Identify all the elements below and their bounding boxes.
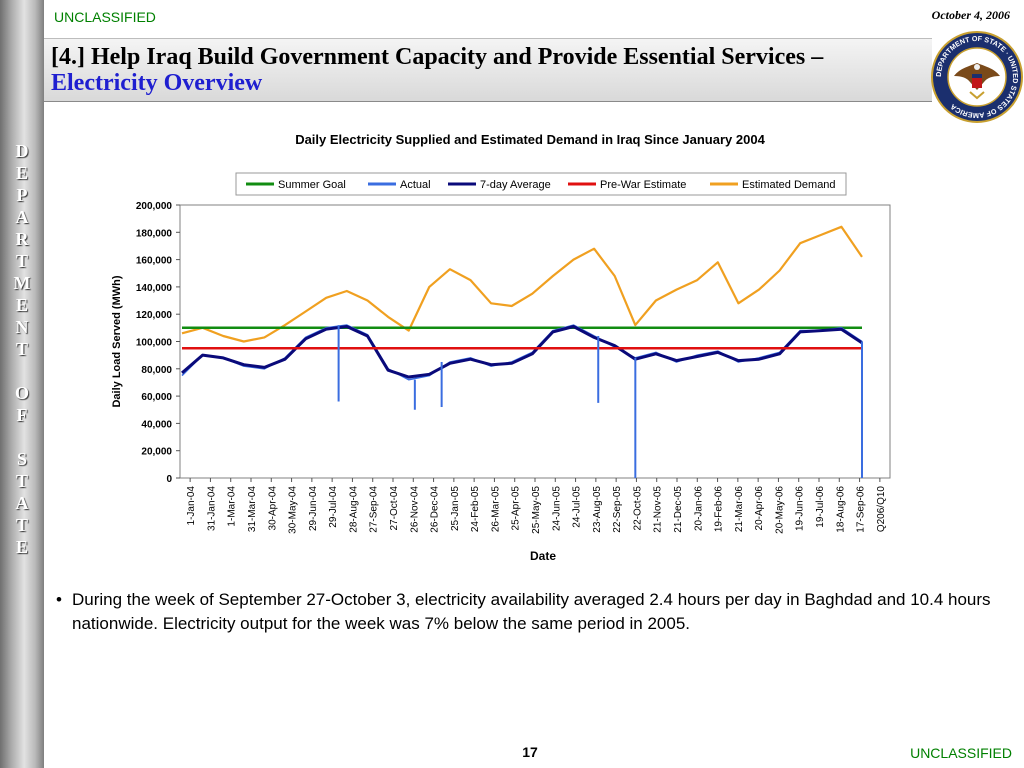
- classification-bottom: UNCLASSIFIED: [910, 745, 1012, 761]
- plot-area: [179, 204, 891, 479]
- y-tick-label: 20,000: [141, 447, 172, 458]
- y-tick-label: 60,000: [141, 392, 172, 403]
- y-tick-label: 100,000: [136, 338, 173, 349]
- state-department-seal-logo: DEPARTMENT OF STATE · UNITED STATES OF A…: [931, 31, 1023, 123]
- legend-label: Estimated Demand: [742, 179, 836, 191]
- x-tick-label: 31-Jan-04: [206, 486, 217, 531]
- x-tick-label: 1-Jan-04: [186, 486, 197, 526]
- sidebar-letter: E: [15, 537, 28, 557]
- slide-title: [4.] Help Iraq Build Government Capacity…: [51, 44, 911, 96]
- y-axis-label: Daily Load Served (MWh): [111, 275, 123, 407]
- sidebar-letter: T: [15, 251, 28, 271]
- x-tick-label: 21-Nov-05: [653, 486, 664, 533]
- x-axis-label: Date: [530, 549, 556, 563]
- x-tick-label: 29-Jul-04: [328, 486, 339, 528]
- x-tick-label: 29-Jun-04: [308, 486, 319, 531]
- sidebar-letter: E: [15, 295, 28, 315]
- x-tick-label: 28-Aug-04: [348, 486, 359, 533]
- legend-label: Actual: [400, 179, 431, 191]
- x-tick-label: 20-May-06: [774, 486, 785, 534]
- x-tick-label: 24-Jul-05: [572, 486, 583, 528]
- sidebar-letter: O: [14, 383, 29, 403]
- sidebar-letter: N: [15, 317, 29, 337]
- x-tick-label: 19-Feb-06: [714, 486, 725, 533]
- x-tick-label: 21-Mar-06: [734, 486, 745, 533]
- sidebar-letter: [0, 360, 44, 382]
- y-tick-label: 200,000: [136, 201, 173, 212]
- x-tick-label: 27-Sep-04: [369, 486, 380, 533]
- classification-top: UNCLASSIFIED: [54, 9, 156, 25]
- sidebar-letter: A: [15, 207, 29, 227]
- x-tick-label: 23-Aug-05: [592, 486, 603, 533]
- x-tick-label: 26-Mar-05: [490, 486, 501, 533]
- sidebar-letter: E: [15, 163, 28, 183]
- bullet-dot: •: [56, 590, 62, 609]
- y-tick-label: 40,000: [141, 419, 172, 430]
- x-tick-label: Q206/Q10: [876, 486, 887, 533]
- title-main: [4.] Help Iraq Build Government Capacity…: [51, 44, 824, 70]
- page-number: 17: [522, 744, 538, 760]
- x-tick-label: 25-Jan-05: [450, 486, 461, 531]
- sidebar-letter: A: [15, 493, 29, 513]
- legend-label: 7-day Average: [480, 179, 551, 191]
- electricity-line-chart: Summer Goal Actual 7-day Average Pre-War Es…: [111, 172, 891, 563]
- sidebar-letter: S: [16, 449, 27, 469]
- x-tick-label: 26-Nov-04: [409, 486, 420, 533]
- x-tick-label: 30-May-04: [288, 486, 299, 534]
- sidebar-letter: [0, 426, 44, 448]
- slide-date: October 4, 2006: [931, 8, 1010, 22]
- x-tick-label: 25-May-05: [531, 486, 542, 534]
- bullet-point: • During the week of September 27-Octobe…: [56, 588, 1016, 636]
- title-band: [44, 38, 932, 102]
- x-tick-label: 17-Sep-06: [856, 486, 867, 533]
- legend-box: [235, 172, 847, 196]
- sidebar-letter: P: [16, 185, 28, 205]
- x-tick-label: 18-Aug-06: [835, 486, 846, 533]
- sidebar-letter: T: [15, 339, 28, 359]
- sidebar-letter: T: [15, 515, 28, 535]
- sidebar-letter: M: [13, 273, 31, 293]
- x-tick-label: 22-Oct-05: [632, 486, 643, 531]
- x-tick-label: 31-Mar-04: [247, 486, 258, 533]
- x-tick-label: 26-Dec-04: [430, 486, 441, 533]
- y-tick-label: 80,000: [141, 365, 172, 376]
- x-tick-label: 21-Dec-05: [673, 486, 684, 533]
- chart-title: Daily Electricity Supplied and Estimated…: [295, 132, 765, 147]
- x-tick-label: 24-Jun-05: [551, 486, 562, 531]
- sidebar-letter: D: [15, 141, 29, 161]
- x-tick-label: 30-Apr-04: [267, 486, 278, 531]
- x-tick-label: 22-Sep-05: [612, 486, 623, 533]
- x-tick-label: 24-Feb-05: [470, 486, 481, 533]
- sidebar-letter: F: [16, 405, 28, 425]
- legend-label: Pre-War Estimate: [600, 179, 686, 191]
- y-tick-label: 140,000: [136, 283, 173, 294]
- x-tick-label: 25-Apr-05: [511, 486, 522, 531]
- y-tick-label: 160,000: [136, 256, 173, 267]
- sidebar-letter: R: [15, 229, 29, 249]
- title-highlight: Electricity Overview: [51, 70, 263, 96]
- bullet-text: During the week of September 27-October …: [72, 590, 991, 633]
- x-tick-label: 20-Apr-06: [754, 486, 765, 531]
- series-line-demand: [181, 225, 863, 343]
- x-tick-label: 20-Jan-06: [693, 486, 704, 531]
- x-tick-label: 27-Oct-04: [389, 486, 400, 531]
- y-tick-label: 180,000: [136, 228, 173, 239]
- y-tick-label: 0: [166, 474, 172, 485]
- y-tick-label: 120,000: [136, 310, 173, 321]
- x-tick-label: 19-Jun-06: [795, 486, 806, 531]
- x-tick-label: 1-Mar-04: [227, 486, 238, 527]
- x-tick-label: 19-Jul-06: [815, 486, 826, 528]
- sidebar-letter: T: [15, 471, 28, 491]
- legend-label: Summer Goal: [278, 179, 346, 191]
